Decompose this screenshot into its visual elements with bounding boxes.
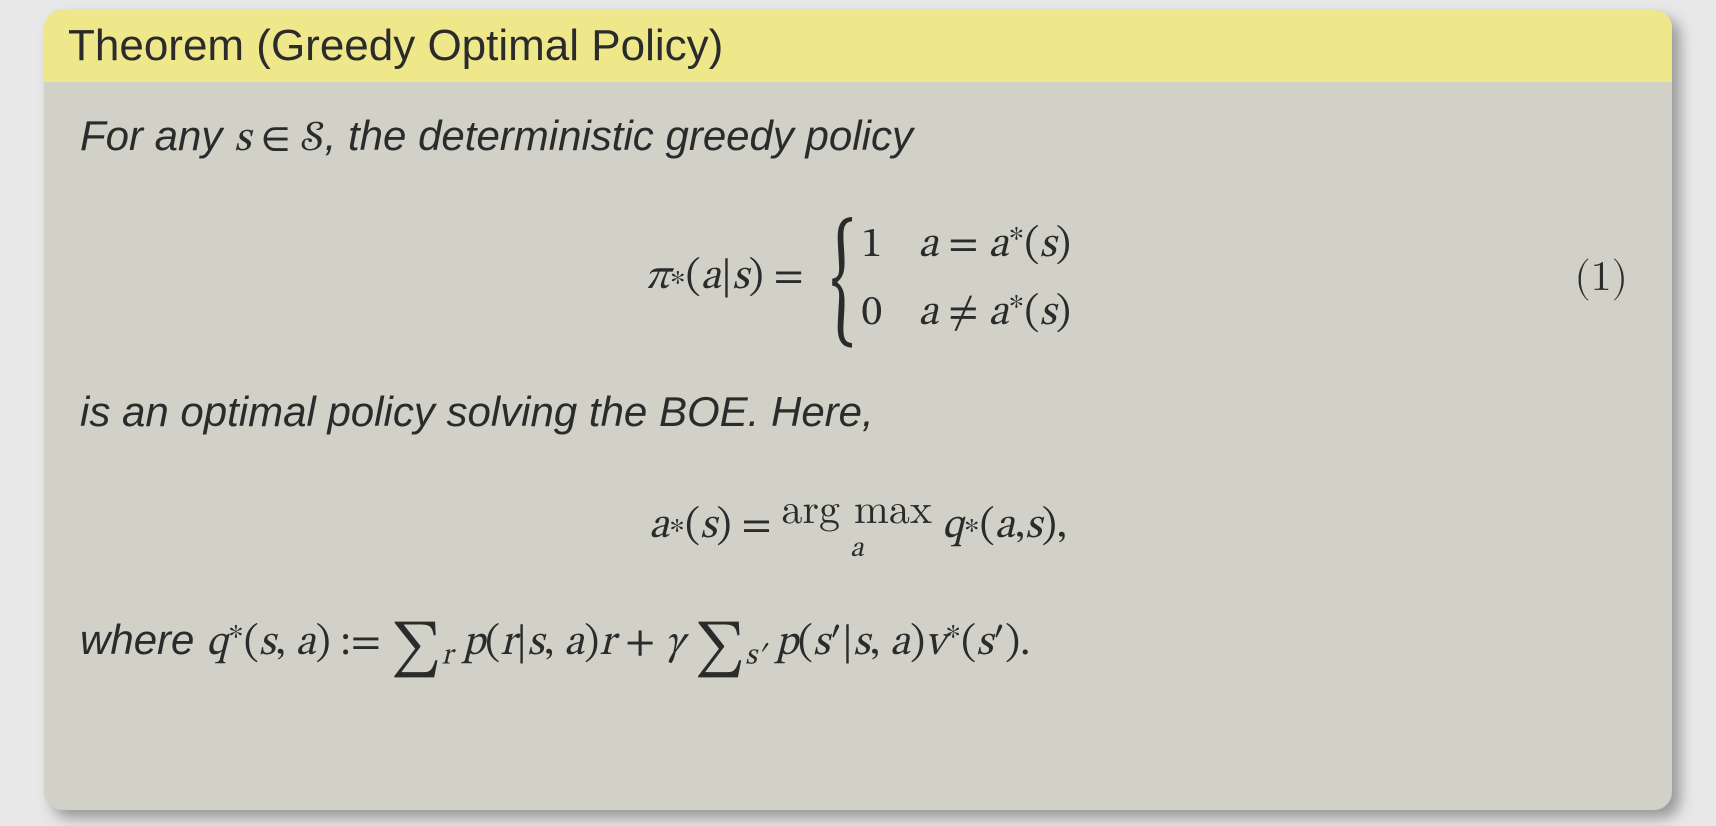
case-cond-1: a = a∗(s)	[918, 216, 1071, 272]
mid-line: is an optimal policy solving the BOE. He…	[80, 384, 1636, 441]
case-val-2: 0	[861, 287, 882, 340]
argmax-sub: a	[782, 535, 933, 563]
equation-1: π∗(a|s) = { 1 a = a∗(s) 0 a ≠ a∗(s) (1)	[80, 198, 1636, 358]
equation-number-1: (1)	[1574, 253, 1628, 303]
eq2-content: a∗(s) = arg max a q∗(a, s),	[649, 490, 1067, 563]
where-line: where q∗(s, a) := ∑r p(r|s, a)r + γ ∑s′ …	[80, 612, 1636, 687]
where-prefix: where	[80, 616, 206, 663]
theorem-header: Theorem (Greedy Optimal Policy)	[44, 10, 1672, 82]
where-math: q∗(s, a) := ∑r p(r|s, a)r + γ ∑s′ p(s′|s…	[206, 622, 1030, 664]
intro-prefix: For any	[80, 112, 234, 159]
theorem-card: Theorem (Greedy Optimal Policy) For any …	[44, 10, 1672, 810]
cases-brace-icon: {	[830, 221, 855, 347]
case-cond-2: a ≠ a∗(s)	[918, 284, 1071, 340]
intro-suffix: , the deterministic greedy policy	[325, 112, 913, 159]
intro-line: For any s ∈ 𝒮, the deterministic greedy …	[80, 108, 1636, 168]
theorem-title: Theorem (Greedy Optimal Policy)	[68, 21, 723, 71]
argmax-operator: arg max a	[782, 490, 933, 563]
equation-2: a∗(s) = arg max a q∗(a, s),	[80, 466, 1636, 586]
eq1-lhs: π∗(a|s) =	[645, 251, 814, 304]
case-row-1: 1 a = a∗(s)	[861, 210, 1070, 278]
case-row-2: 0 a ≠ a∗(s)	[861, 278, 1070, 346]
intro-math: s ∈ 𝒮	[234, 118, 325, 160]
theorem-body: For any s ∈ 𝒮, the deterministic greedy …	[44, 82, 1672, 707]
eq1-cases: 1 a = a∗(s) 0 a ≠ a∗(s)	[861, 210, 1070, 346]
case-val-1: 1	[861, 219, 882, 272]
argmax-top: arg max	[782, 490, 933, 532]
